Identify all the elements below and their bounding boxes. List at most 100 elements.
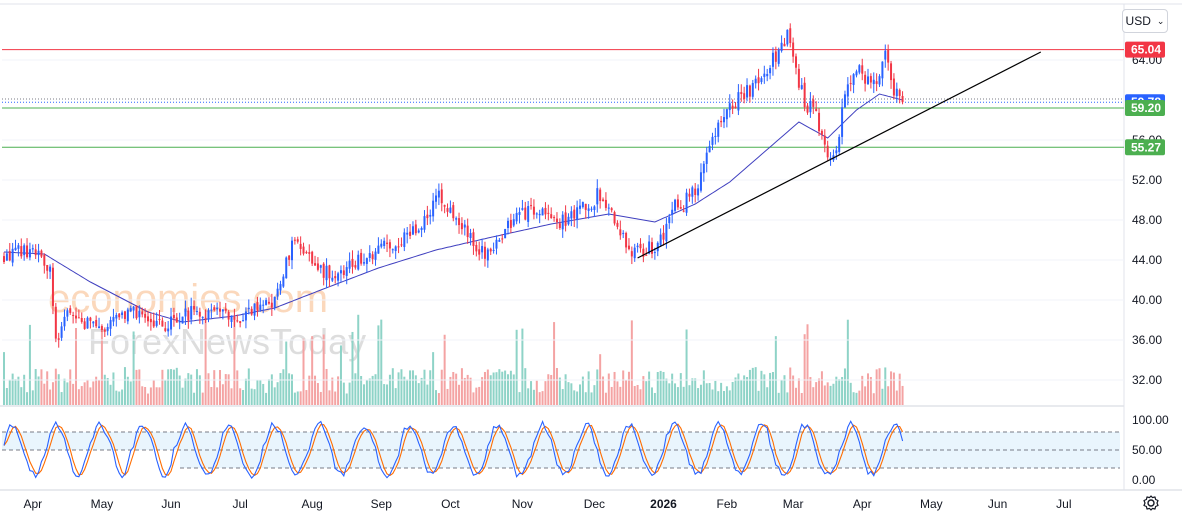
volume-bar [147, 393, 149, 405]
volume-bar [492, 372, 495, 405]
candle-body [322, 263, 325, 278]
candle-body [60, 326, 63, 338]
volume-bar [219, 370, 221, 405]
volume-bar [60, 392, 63, 405]
candle-body [250, 308, 253, 315]
volume-bar [49, 389, 52, 405]
level-badge-resistance[interactable]: 65.04 [1125, 41, 1165, 58]
candle-body [630, 251, 633, 257]
candle-body [596, 188, 599, 205]
time-tick-label: Oct [441, 497, 460, 511]
candle-body [789, 28, 792, 44]
candle-body [80, 317, 83, 322]
volume-bar [564, 374, 567, 405]
ascending-trendline[interactable] [637, 51, 1042, 259]
time-tick-label: Apr [23, 497, 42, 511]
volume-bar [602, 376, 605, 405]
volume-bar [374, 374, 377, 405]
currency-selector[interactable]: USD ⌄ [1122, 9, 1168, 33]
candle-body [198, 311, 201, 317]
volume-bar [751, 367, 754, 405]
volume-bar [259, 380, 262, 405]
candle-body [403, 232, 406, 247]
volume-bar [3, 352, 5, 405]
volume-bar [109, 384, 112, 405]
volume-bar [541, 391, 544, 405]
candle-body [636, 245, 639, 248]
volume-bar [581, 376, 584, 405]
volume-bar [282, 369, 285, 405]
candle-body [354, 265, 357, 268]
candle-body [155, 320, 158, 326]
volume-bar [233, 316, 236, 405]
volume-bar [135, 369, 138, 405]
volume-bar [46, 371, 49, 405]
candle-body [8, 251, 11, 261]
volume-bar [702, 370, 705, 405]
candle-body [507, 220, 509, 228]
candle-body [54, 306, 57, 339]
volume-bar [213, 370, 216, 405]
candle-body [633, 247, 636, 259]
volume-bar [270, 374, 273, 405]
level-badge-support-1[interactable]: 59.20 [1125, 100, 1165, 116]
candle-body [665, 223, 668, 242]
volume-bar [360, 375, 363, 405]
volume-bar [377, 325, 380, 405]
candle-body [184, 308, 187, 317]
candle-body [325, 265, 328, 281]
volume-bar [28, 324, 31, 405]
volume-bar [51, 382, 54, 405]
candle-body [351, 258, 354, 267]
stochastic-d-line[interactable] [3, 423, 904, 477]
volume-bar [872, 393, 875, 405]
volume-bar [386, 384, 389, 405]
volume-bar [832, 383, 835, 405]
candle-body [740, 92, 743, 95]
settings-gear-icon[interactable] [1142, 494, 1160, 512]
candle-body [207, 310, 210, 320]
volume-bar [325, 368, 328, 405]
volume-bar [636, 384, 639, 405]
candle-body [400, 244, 403, 246]
candle-body [699, 172, 702, 191]
candle-body [734, 106, 737, 108]
candle-body [89, 317, 92, 321]
volume-bar [901, 385, 904, 405]
candle-body [864, 74, 867, 84]
volume-bar [305, 390, 308, 405]
volume-bar [198, 375, 201, 405]
volume-bar [31, 390, 34, 405]
volume-bar [803, 334, 806, 405]
candle-body [357, 254, 360, 270]
candle-body [763, 73, 766, 77]
volume-bar [383, 384, 386, 405]
volume-bar [524, 368, 527, 405]
level-badge-support-2[interactable]: 55.27 [1125, 139, 1165, 156]
candle-body [380, 243, 383, 247]
volume-bar [697, 388, 700, 405]
candle-body [221, 309, 224, 312]
candle-body [748, 85, 751, 97]
candle-body [265, 300, 268, 305]
stochastic-k-line[interactable] [3, 419, 904, 480]
volume-bar [432, 352, 435, 405]
candle-body [527, 206, 530, 222]
candle-body [486, 249, 489, 261]
candle-body [458, 218, 461, 226]
price-tick-label: 44.00 [1132, 253, 1162, 267]
candle-body [411, 226, 414, 235]
candle-body [267, 301, 270, 304]
volume-bar [296, 391, 299, 405]
volume-bar [311, 336, 314, 405]
candle-body [492, 249, 495, 251]
candle-body [75, 315, 77, 319]
volume-bar [607, 373, 610, 405]
candle-body [818, 112, 821, 132]
volume-bar [14, 379, 17, 405]
volume-bar [561, 389, 564, 405]
candle-body [115, 314, 118, 319]
candle-body [273, 296, 276, 308]
volume-bar [363, 384, 365, 405]
